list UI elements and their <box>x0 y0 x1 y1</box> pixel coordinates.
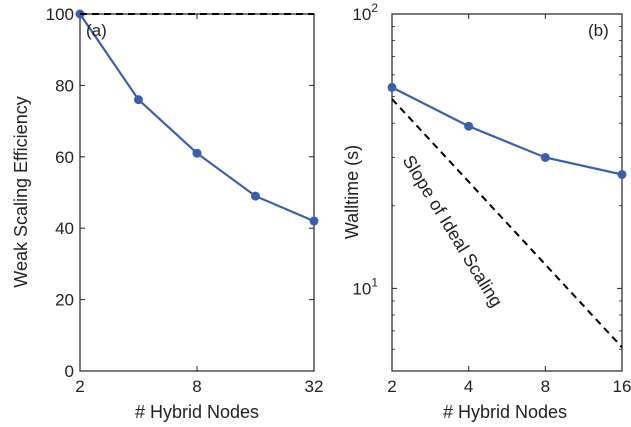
panel-b-x-tick-label: 8 <box>541 377 550 396</box>
panel-b-x-tick-label: 2 <box>387 377 396 396</box>
ideal-scaling-annotation: Slope of Ideal Scaling <box>399 152 507 311</box>
panel-a-y-tick-label: 60 <box>55 148 74 167</box>
panel-b-y-axis-title: Walltime (s) <box>342 145 362 239</box>
panel-a-x-tick-label: 8 <box>192 377 201 396</box>
panel-b-x-axis-title: # Hybrid Nodes <box>443 402 567 422</box>
panel-b-data-point <box>617 170 627 180</box>
panel-a-x-tick-label: 2 <box>75 377 84 396</box>
panel-b-walltime: 2 4 8 16 101 102 (b) # Hybrid Nodes Walltime … <box>342 1 631 422</box>
panel-b-series-line <box>391 86 623 176</box>
panel-b-label: (b) <box>588 21 609 40</box>
panel-b-y-tick-label: 102 <box>352 1 378 24</box>
panel-a-data-point <box>309 216 319 226</box>
panel-a-y-axis-title: Weak Scaling Efficiency <box>11 96 31 287</box>
panel-b-x-tick-label: 4 <box>464 377 473 396</box>
panel-b-dashed-reference-line <box>391 98 623 348</box>
panel-a-series-line <box>79 13 315 223</box>
panel-a-frame <box>79 13 315 372</box>
panel-b-data-point <box>540 152 550 162</box>
panel-a-data-point <box>134 95 143 105</box>
panel-a-data-point <box>192 148 202 158</box>
panel-a-label: (a) <box>86 21 107 40</box>
panel-a-y-tick-label: 20 <box>55 291 74 310</box>
panel-b-data-point <box>464 121 474 131</box>
panel-b-data-point <box>387 82 397 92</box>
panel-a-weak-scaling: 2 8 32 0 20 40 60 80 100 (a) # Hybrid Nodes Weak… <box>11 5 323 422</box>
panel-a-y-tick-label: 100 <box>46 5 74 24</box>
panel-b-y-tick-label: 101 <box>352 275 378 298</box>
panel-a-x-axis-title: # Hybrid Nodes <box>135 402 259 422</box>
panel-b-frame <box>391 13 623 372</box>
panel-b-x-tick-label: 16 <box>613 377 631 396</box>
panel-a-data-point <box>251 191 260 201</box>
panel-a-y-tick-label: 40 <box>55 219 74 238</box>
panel-a-y-tick-label: 0 <box>65 362 74 381</box>
panel-a-y-tick-label: 80 <box>55 76 74 95</box>
panel-a-x-tick-label: 32 <box>305 377 324 396</box>
